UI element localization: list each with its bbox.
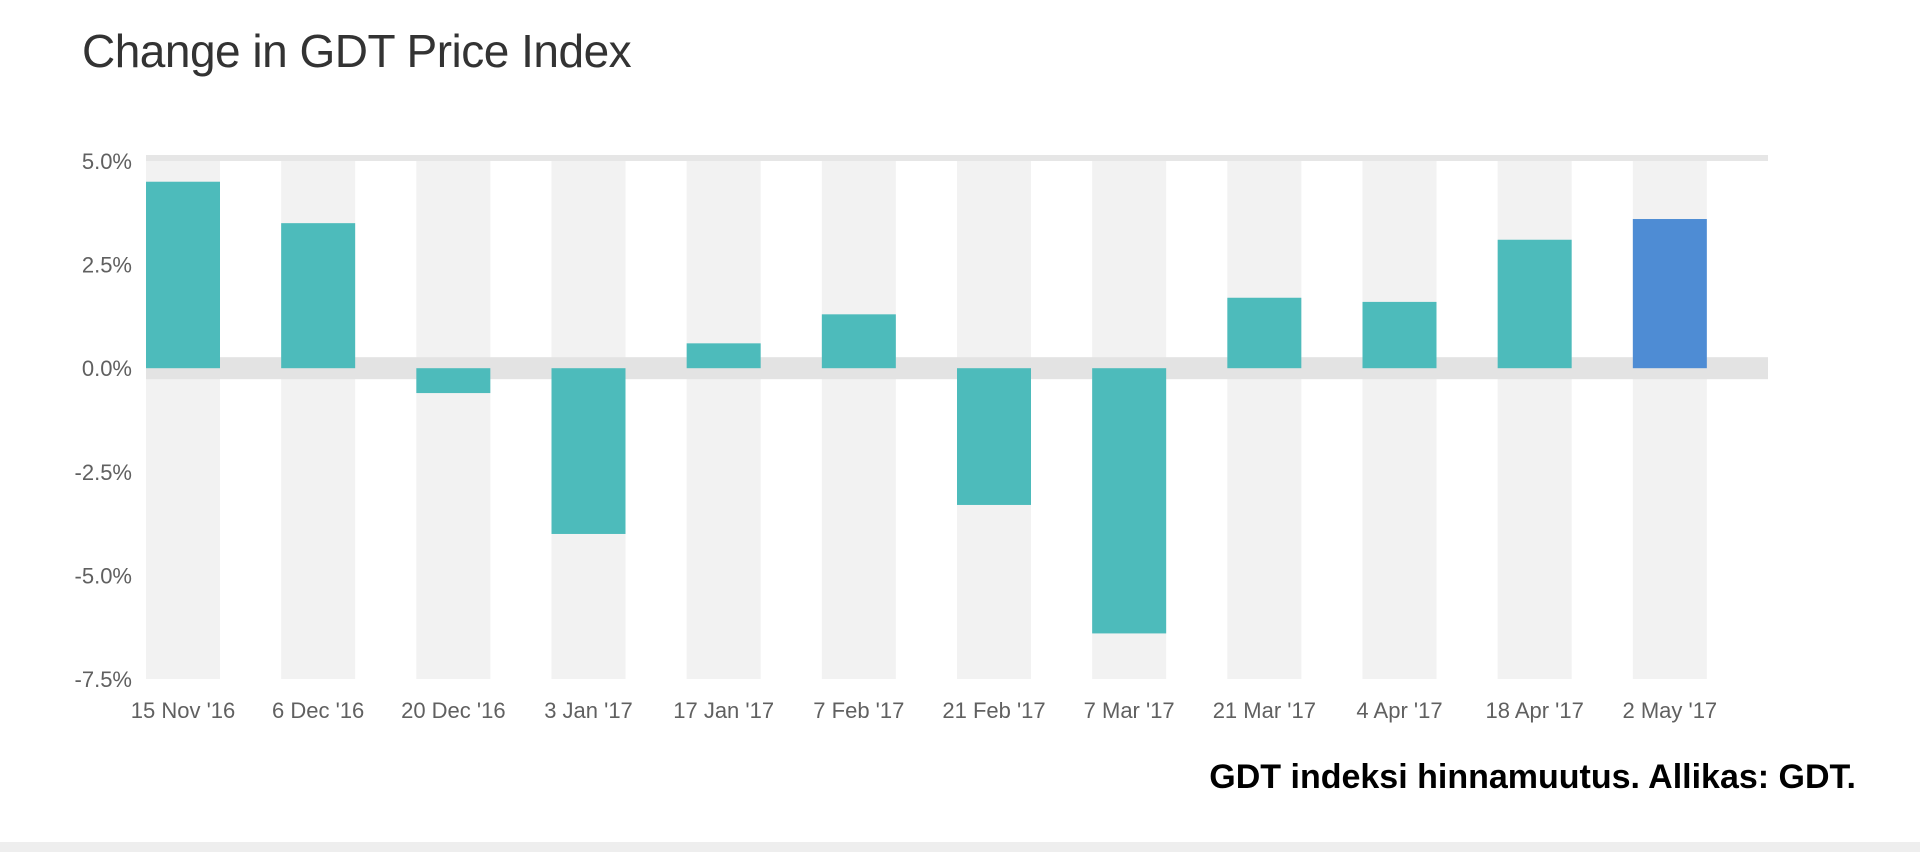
column-band bbox=[416, 161, 491, 679]
x-tick-label: 7 Feb '17 bbox=[813, 698, 904, 723]
y-tick-label: -5.0% bbox=[75, 563, 132, 588]
x-tick-label: 6 Dec '16 bbox=[272, 698, 364, 723]
x-tick-label: 3 Jan '17 bbox=[544, 698, 633, 723]
bars bbox=[146, 181, 1707, 634]
bar bbox=[551, 368, 626, 534]
bar-chart: 5.0% 2.5% 0.0% -2.5% -5.0% -7.5% 15 Nov '16 6 … bbox=[75, 149, 1768, 723]
bar bbox=[146, 181, 220, 369]
chart-title: Change in GDT Price Index bbox=[82, 25, 632, 77]
column-band bbox=[821, 161, 896, 679]
bar bbox=[1362, 301, 1437, 369]
bar bbox=[1497, 239, 1572, 369]
bar bbox=[416, 368, 491, 394]
plot-top-border bbox=[146, 155, 1768, 161]
bar bbox=[281, 223, 356, 369]
bar bbox=[957, 368, 1031, 505]
x-axis-ticks: 15 Nov '16 6 Dec '16 20 Dec '16 3 Jan '17 17… bbox=[131, 698, 1717, 723]
column-band bbox=[686, 161, 761, 679]
x-tick-label: 2 May '17 bbox=[1622, 698, 1717, 723]
bottom-strip bbox=[0, 842, 1920, 852]
x-tick-label: 20 Dec '16 bbox=[401, 698, 506, 723]
bar bbox=[1092, 368, 1167, 634]
column-band bbox=[1497, 161, 1572, 679]
x-tick-label: 18 Apr '17 bbox=[1485, 698, 1583, 723]
source-caption: GDT indeksi hinnamuutus. Allikas: GDT. bbox=[1209, 758, 1856, 796]
y-axis-ticks: 5.0% 2.5% 0.0% -2.5% -5.0% -7.5% bbox=[75, 149, 132, 692]
y-tick-label: -2.5% bbox=[75, 460, 132, 485]
bar bbox=[1227, 297, 1302, 369]
bar bbox=[821, 314, 896, 369]
x-tick-label: 7 Mar '17 bbox=[1084, 698, 1175, 723]
x-tick-label: 4 Apr '17 bbox=[1356, 698, 1442, 723]
x-tick-label: 15 Nov '16 bbox=[131, 698, 236, 723]
y-tick-label: 0.0% bbox=[82, 356, 132, 381]
x-tick-label: 21 Feb '17 bbox=[942, 698, 1045, 723]
x-tick-label: 21 Mar '17 bbox=[1213, 698, 1316, 723]
bar bbox=[686, 343, 761, 369]
column-band bbox=[1362, 161, 1437, 679]
bar bbox=[1632, 219, 1707, 369]
y-tick-label: 2.5% bbox=[82, 253, 132, 278]
y-tick-label: -7.5% bbox=[75, 667, 132, 692]
column-band bbox=[1227, 161, 1302, 679]
x-tick-label: 17 Jan '17 bbox=[673, 698, 774, 723]
y-tick-label: 5.0% bbox=[82, 149, 132, 174]
